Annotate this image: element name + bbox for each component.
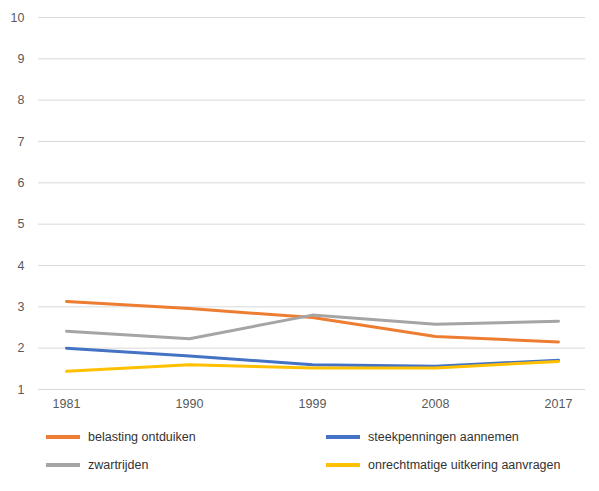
svg-text:1981: 1981	[53, 397, 81, 411]
html-text:belasting ontduiken: belasting ontduiken	[88, 430, 196, 444]
svg-text:6: 6	[18, 176, 25, 190]
html-text:zwartrijden: zwartrijden	[88, 458, 149, 472]
svg-text:1990: 1990	[176, 397, 204, 411]
svg-text:2008: 2008	[422, 397, 450, 411]
svg-text:7: 7	[18, 135, 25, 149]
svg-text:3: 3	[18, 300, 25, 314]
svg-text:1: 1	[18, 383, 25, 397]
html-text:steekpenningen aannemen: steekpenningen aannemen	[368, 430, 519, 444]
svg-text:2: 2	[18, 341, 25, 355]
svg-text:8: 8	[18, 93, 25, 107]
html-text:onrechtmatige uitkering aanvra: onrechtmatige uitkering aanvragen	[368, 458, 561, 472]
svg-text:10: 10	[11, 11, 25, 25]
svg-text:1999: 1999	[299, 397, 327, 411]
svg-text:4: 4	[18, 259, 25, 273]
svg-text:9: 9	[18, 52, 25, 66]
svg-text:5: 5	[18, 217, 25, 231]
svg-text:2017: 2017	[545, 397, 573, 411]
